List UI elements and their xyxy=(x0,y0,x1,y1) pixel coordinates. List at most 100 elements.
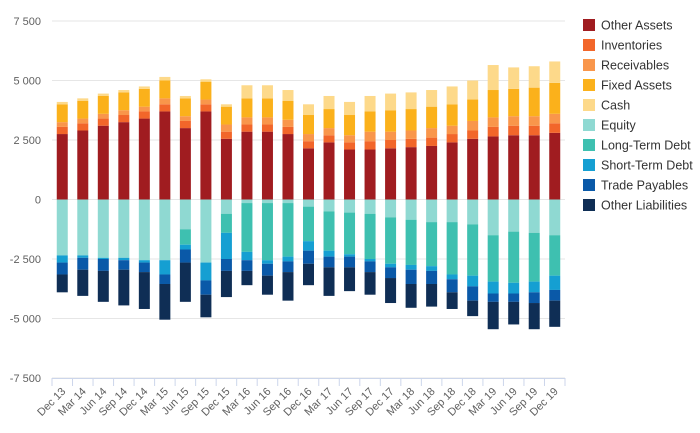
bar-segment xyxy=(241,203,253,252)
bar-segment xyxy=(118,260,130,270)
bar-stack xyxy=(385,93,397,304)
legend-item[interactable]: Trade Payables xyxy=(583,179,688,193)
bar-segment xyxy=(179,229,191,245)
bar-segment xyxy=(241,199,253,204)
bar-segment xyxy=(549,300,561,327)
bar-segment xyxy=(179,128,191,200)
bar-segment xyxy=(261,263,273,276)
bar-segment xyxy=(426,266,438,271)
bar-segment xyxy=(241,117,253,125)
bar-segment xyxy=(344,101,356,116)
bar-segment xyxy=(303,134,314,142)
bar-segment xyxy=(467,130,479,139)
legend-item[interactable]: Long-Term Debt xyxy=(583,139,691,153)
y-tick-label: 2 500 xyxy=(13,135,41,147)
bar-segment xyxy=(179,95,191,99)
bar-segment xyxy=(528,125,540,136)
bar-segment xyxy=(200,199,212,263)
bar-segment xyxy=(405,109,417,131)
bar-segment xyxy=(282,256,294,262)
y-tick-label: -7 500 xyxy=(10,373,41,385)
bar-segment xyxy=(467,80,479,100)
bar-segment xyxy=(344,212,356,255)
bar-segment xyxy=(77,269,89,296)
legend-label: Short-Term Debt xyxy=(601,159,693,173)
x-axis xyxy=(51,378,566,386)
legend-item[interactable]: Equity xyxy=(583,119,636,133)
legend-item[interactable]: Other Assets xyxy=(583,19,673,33)
bar-segment xyxy=(97,257,109,259)
bar-segment xyxy=(528,135,540,200)
bar-stack xyxy=(303,104,314,286)
bar-segment xyxy=(467,138,479,200)
legend-swatch xyxy=(583,119,595,131)
legend-swatch xyxy=(583,139,595,151)
bar-segment xyxy=(487,126,499,137)
bar-segment xyxy=(118,257,130,261)
bar-segment xyxy=(282,126,294,135)
y-axis-tick-labels: -7 500 -5 000 -2 500 0 2 500 5 000 7 500 xyxy=(10,16,41,385)
legend-swatch xyxy=(583,39,595,51)
legend-item[interactable]: Short-Term Debt xyxy=(583,159,693,173)
legend-item[interactable]: Cash xyxy=(583,99,630,113)
bar-segment xyxy=(241,124,253,132)
bar-segment xyxy=(323,211,335,251)
bars xyxy=(56,61,561,330)
bar-segment xyxy=(467,199,479,225)
bar-segment xyxy=(159,76,171,81)
bar-segment xyxy=(282,119,294,127)
bar-segment xyxy=(159,260,171,275)
bar-segment xyxy=(385,110,397,132)
legend-swatch xyxy=(583,179,595,191)
bar-segment xyxy=(528,199,540,233)
legend-swatch xyxy=(583,79,595,91)
bar-segment xyxy=(220,131,232,139)
bar-segment xyxy=(528,292,540,304)
bar-stack xyxy=(220,104,232,298)
bar-segment xyxy=(528,87,540,117)
bar-segment xyxy=(200,79,212,82)
bar-segment xyxy=(138,262,150,273)
bar-segment xyxy=(200,81,212,100)
bar-segment xyxy=(303,250,314,264)
bar-segment xyxy=(220,124,232,132)
legend-label: Receivables xyxy=(601,59,669,73)
legend-item[interactable]: Receivables xyxy=(583,59,669,73)
legend-item[interactable]: Other Liabilities xyxy=(583,199,687,213)
legend-item[interactable]: Fixed Assets xyxy=(583,79,672,93)
bar-segment xyxy=(77,199,89,256)
bar-segment xyxy=(77,118,89,124)
bar-stack xyxy=(528,66,540,330)
bar-segment xyxy=(200,104,212,112)
bar-stack xyxy=(261,85,273,295)
bar-segment xyxy=(77,257,89,270)
bar-segment xyxy=(97,95,109,114)
bar-segment xyxy=(261,260,273,264)
bar-segment xyxy=(487,293,499,302)
bar-segment xyxy=(138,199,150,261)
bar-segment xyxy=(220,106,232,125)
bar-segment xyxy=(220,270,232,298)
bar-segment xyxy=(487,65,499,91)
bar-stack xyxy=(426,90,438,307)
bar-segment xyxy=(241,251,253,261)
bar-segment xyxy=(56,101,68,105)
bar-segment xyxy=(405,219,417,265)
bar-segment xyxy=(323,250,335,257)
bar-segment xyxy=(549,199,561,236)
bar-segment xyxy=(323,199,335,212)
bar-segment xyxy=(528,66,540,88)
bar-segment xyxy=(405,130,417,139)
legend-item[interactable]: Inventories xyxy=(583,39,662,53)
bar-segment xyxy=(179,244,191,250)
bar-segment xyxy=(426,145,438,200)
bar-segment xyxy=(220,104,232,107)
bar-segment xyxy=(200,262,212,281)
y-tick-label: -5 000 xyxy=(10,314,41,326)
bar-segment xyxy=(118,122,130,200)
bar-segment xyxy=(97,259,109,271)
bar-segment xyxy=(56,262,68,275)
bar-segment xyxy=(97,199,109,258)
bar-segment xyxy=(97,113,109,119)
bar-segment xyxy=(508,199,520,232)
